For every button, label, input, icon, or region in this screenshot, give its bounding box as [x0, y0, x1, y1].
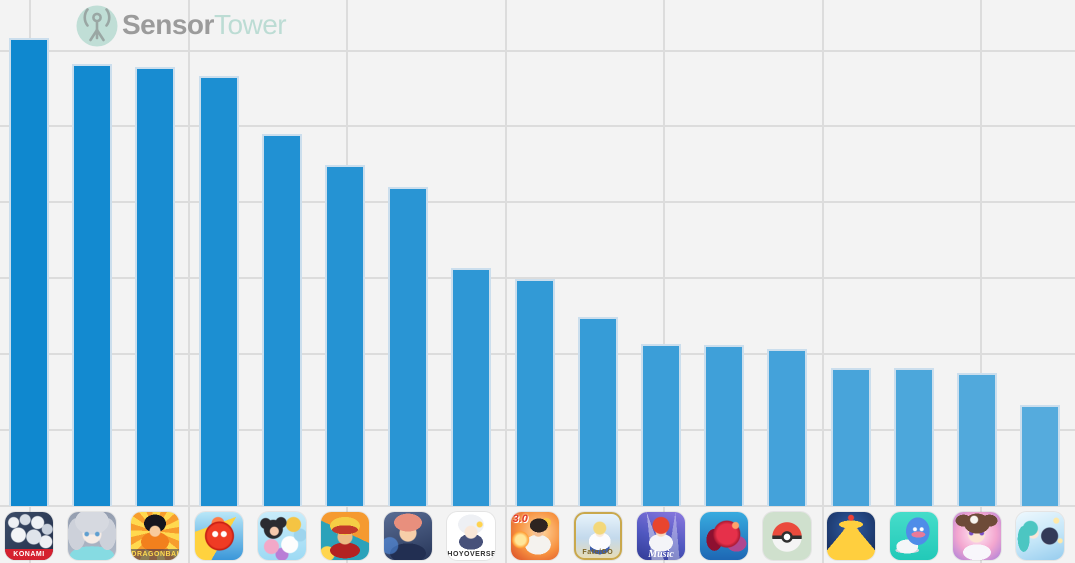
bar-13	[767, 348, 808, 506]
app-icon-uma-musume	[953, 512, 1001, 560]
app-icon-jujutsu-kaisen	[384, 512, 433, 560]
app-icon-dragon-quest-walk	[889, 512, 938, 560]
app-icon-one-piece	[321, 512, 369, 560]
bar-16	[957, 373, 997, 506]
logo-wordmark: SensorTower	[122, 9, 287, 41]
app-icon-project-sekai	[1016, 512, 1065, 560]
app-icon-monster-strike	[194, 512, 243, 560]
app-icon-rpg-3-0-version-badge: 3.0	[512, 513, 528, 525]
bar-7	[388, 187, 429, 506]
bar-1	[9, 37, 49, 506]
gridline-horizontal	[0, 201, 1075, 204]
app-icon-ensemble-stars-music: Music	[637, 512, 685, 560]
bar-17	[1020, 405, 1061, 506]
app-icon-genshin-impact: HOYOVERSE	[447, 512, 496, 560]
bar-3	[135, 67, 176, 506]
gridline-vertical	[980, 0, 982, 563]
bar-12	[704, 345, 745, 506]
antenna-tower-icon	[83, 8, 111, 42]
bar-14	[830, 367, 871, 506]
gridline-horizontal	[0, 125, 1075, 128]
app-icon-idol-girl	[68, 512, 117, 560]
bar-6	[325, 165, 365, 506]
bar-2	[72, 64, 113, 506]
app-icon-pro-baseball-spirits-label: KONAMI	[5, 549, 53, 560]
app-icon-royal-match	[826, 512, 875, 560]
gridline-vertical	[821, 0, 824, 563]
gridline-horizontal	[0, 49, 1075, 52]
gridline-vertical	[187, 0, 190, 563]
gridline-vertical	[504, 0, 507, 563]
bar-4	[198, 76, 239, 506]
bar-15	[893, 367, 934, 506]
gridline-horizontal	[0, 277, 1075, 280]
app-icon-tsum-tsum	[257, 512, 306, 560]
app-icon-ensemble-stars-music-label: Music	[648, 549, 674, 560]
bar-10	[577, 317, 618, 506]
bar-11	[641, 343, 681, 506]
bar-9	[514, 279, 555, 506]
gridline-vertical	[663, 0, 665, 563]
bar-5	[261, 134, 302, 506]
app-icon-rpg-3-0: 3.0	[510, 512, 559, 560]
app-icon-fate-grand-order-label: Fate/GO	[582, 549, 614, 556]
app-icon-genshin-impact-label: HOYOVERSE	[447, 551, 496, 558]
logo-text-sensor: Sensor	[122, 9, 214, 40]
logo-text-tower: Tower	[213, 9, 287, 40]
app-icon-puzzle-and-dragons	[700, 512, 749, 560]
app-icon-pokemon-go	[763, 512, 812, 560]
app-icon-dokkan-battle: DRAGONBALL Z	[131, 512, 180, 560]
app-icon-pro-baseball-spirits: KONAMI	[5, 512, 53, 560]
app-icon-fate-grand-order: Fate/GO	[573, 512, 622, 560]
bar-8	[451, 267, 492, 506]
app-icon-dokkan-battle-label: DRAGONBALL Z	[131, 549, 180, 560]
logo-circle	[76, 5, 118, 47]
